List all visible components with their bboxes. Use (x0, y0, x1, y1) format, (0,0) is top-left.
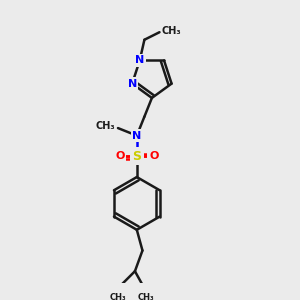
Text: S: S (132, 150, 141, 163)
Text: N: N (132, 130, 141, 141)
Text: CH₃: CH₃ (110, 293, 126, 300)
Text: N: N (135, 56, 144, 65)
Text: O: O (149, 151, 158, 161)
Text: O: O (149, 151, 158, 161)
Text: CH₃: CH₃ (95, 121, 115, 131)
Text: N: N (128, 79, 137, 88)
Text: CH₃: CH₃ (138, 293, 154, 300)
Text: O: O (115, 151, 124, 161)
Text: O: O (115, 151, 124, 161)
Text: CH₃: CH₃ (161, 26, 181, 36)
